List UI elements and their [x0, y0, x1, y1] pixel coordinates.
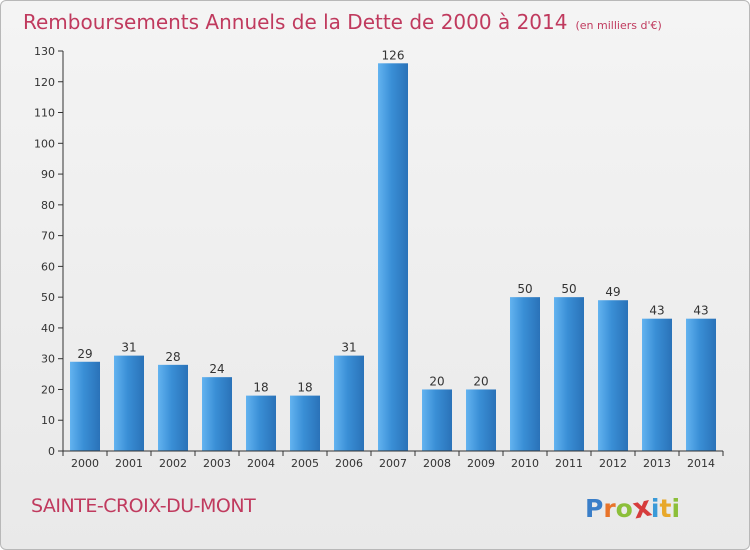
data-label-2011: 50 — [561, 282, 576, 296]
bar-2007 — [378, 63, 408, 452]
data-label-2008: 20 — [429, 374, 444, 388]
data-label-2006: 31 — [341, 341, 356, 355]
y-tick-label: 30 — [41, 353, 55, 366]
x-tick-label-2014: 2014 — [687, 457, 715, 470]
y-tick-label: 90 — [41, 168, 55, 181]
chart-title: Remboursements Annuels de la Dette de 20… — [23, 10, 662, 34]
logo-letter: t — [659, 494, 672, 523]
title-unit: (en milliers d'€) — [575, 19, 662, 32]
x-tick-label-2006: 2006 — [335, 457, 363, 470]
bar-2012 — [598, 300, 628, 451]
proxiti-logo: Proxiti — [585, 489, 681, 525]
data-label-2010: 50 — [517, 282, 532, 296]
bar-2003 — [202, 377, 232, 451]
y-tick-label: 50 — [41, 291, 55, 304]
logo-letter: r — [603, 494, 616, 523]
logo-letter: P — [585, 494, 604, 523]
x-tick-label-2004: 2004 — [247, 457, 275, 470]
x-tick-label-2005: 2005 — [291, 457, 319, 470]
data-label-2000: 29 — [77, 347, 92, 361]
bar-2014 — [686, 318, 716, 451]
bar-2009 — [466, 389, 496, 451]
x-tick-label-2011: 2011 — [555, 457, 583, 470]
x-tick-label-2013: 2013 — [643, 457, 671, 470]
bars-group: 29 31 28 24 18 18 31 126 20 20 50 50 49 43 43 — [70, 48, 716, 452]
data-label-2014: 43 — [693, 304, 708, 318]
bar-2000 — [70, 361, 100, 451]
data-label-2004: 18 — [253, 381, 268, 395]
commune-name: SAINTE-CROIX-DU-MONT — [31, 495, 256, 517]
bar-2004 — [246, 395, 276, 451]
y-tick-label: 130 — [34, 45, 55, 58]
logo-letter: i — [650, 494, 660, 523]
bar-2013 — [642, 318, 672, 451]
bar-2002 — [158, 364, 188, 451]
bar-2008 — [422, 389, 452, 451]
data-label-2001: 31 — [121, 341, 136, 355]
x-tick-label-2003: 2003 — [203, 457, 231, 470]
data-label-2009: 20 — [473, 374, 488, 388]
x-tick-label-2009: 2009 — [467, 457, 495, 470]
x-axis: 2000 2001 2002 2003 2004 2005 2006 2007 2008 2009… — [62, 450, 724, 470]
data-label-2012: 49 — [605, 285, 620, 299]
x-tick-label-2008: 2008 — [423, 457, 451, 470]
data-label-2003: 24 — [209, 362, 224, 376]
x-tick-label-2012: 2012 — [599, 457, 627, 470]
bar-2010 — [510, 297, 540, 451]
logo-letter: i — [671, 494, 681, 523]
y-tick-label: 40 — [41, 322, 55, 335]
y-tick-label: 70 — [41, 230, 55, 243]
y-tick-label: 120 — [34, 76, 55, 89]
data-label-2005: 18 — [297, 381, 312, 395]
bar-2005 — [290, 395, 320, 451]
y-tick-label: 60 — [41, 260, 55, 273]
x-tick-label-2000: 2000 — [71, 457, 99, 470]
bar-2011 — [554, 297, 584, 451]
y-tick-label: 0 — [48, 445, 55, 458]
x-tick-label-2002: 2002 — [159, 457, 187, 470]
y-tick-label: 80 — [41, 199, 55, 212]
bar-2006 — [334, 355, 364, 451]
x-tick-label-2001: 2001 — [115, 457, 143, 470]
title-text: Remboursements Annuels de la Dette de 20… — [23, 10, 568, 34]
x-tick-label-2007: 2007 — [379, 457, 407, 470]
y-axis: 0 10 20 30 40 50 60 70 80 90 100 110 120 130 — [34, 45, 64, 458]
y-tick-label: 110 — [34, 107, 55, 120]
data-label-2007: 126 — [382, 48, 405, 62]
y-tick-label: 100 — [34, 137, 55, 150]
bar-2001 — [114, 355, 144, 451]
x-tick-label-2010: 2010 — [511, 457, 539, 470]
y-tick-label: 20 — [41, 383, 55, 396]
logo-letter: o — [615, 494, 633, 523]
data-label-2013: 43 — [649, 304, 664, 318]
y-tick-label: 10 — [41, 414, 55, 427]
data-label-2002: 28 — [165, 350, 180, 364]
